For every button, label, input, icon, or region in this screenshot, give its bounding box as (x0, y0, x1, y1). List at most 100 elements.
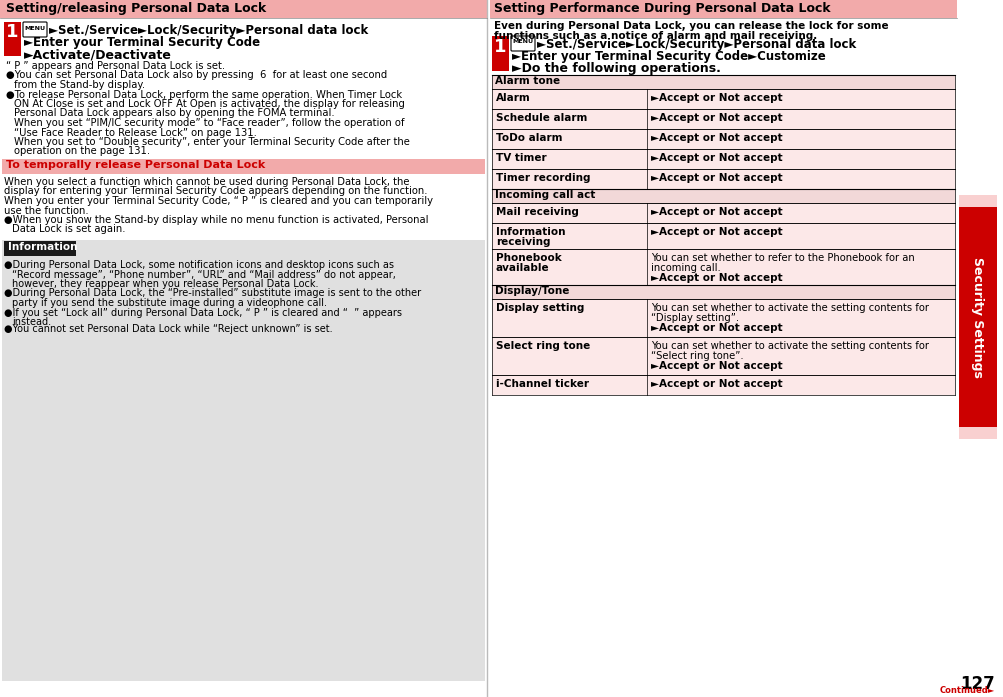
Bar (491, 249, 954, 285)
Text: 1: 1 (6, 23, 18, 41)
Bar (4, 241, 76, 256)
Bar (491, 375, 954, 395)
Text: ►Accept or Not accept: ►Accept or Not accept (650, 93, 782, 103)
Text: ►Accept or Not accept: ►Accept or Not accept (650, 361, 782, 371)
Text: from the Stand-by display.: from the Stand-by display. (14, 80, 145, 90)
Text: Personal Data Lock appears also by opening the FOMA terminal.: Personal Data Lock appears also by openi… (14, 109, 334, 118)
Text: ►Accept or Not accept: ►Accept or Not accept (650, 323, 782, 333)
Text: Alarm tone: Alarm tone (494, 76, 560, 86)
Bar (489, 0, 956, 18)
Text: TV timer: TV timer (495, 153, 546, 163)
Bar (491, 75, 954, 89)
Text: ►Accept or Not accept: ►Accept or Not accept (650, 153, 782, 163)
Bar (491, 223, 954, 249)
Bar (491, 149, 954, 169)
Text: functions such as a notice of alarm and mail receiving.: functions such as a notice of alarm and … (493, 31, 816, 41)
Text: “Select ring tone”.: “Select ring tone”. (650, 351, 743, 361)
Text: ON At Close is set and Lock OFF At Open is activated, the display for releasing: ON At Close is set and Lock OFF At Open … (14, 99, 404, 109)
Bar (958, 195, 996, 207)
Text: 127: 127 (959, 675, 994, 693)
Text: ►Enter your Terminal Security Code: ►Enter your Terminal Security Code (24, 36, 260, 49)
Bar (491, 129, 954, 149)
Bar (2, 240, 484, 681)
Text: Phonebook: Phonebook (495, 253, 562, 263)
Bar (491, 189, 954, 203)
Bar (491, 109, 954, 129)
Bar (491, 337, 954, 375)
Bar (2, 159, 484, 174)
Text: ●You can set Personal Data Lock also by pressing  6  for at least one second: ●You can set Personal Data Lock also by … (6, 70, 387, 80)
Text: Incoming call act: Incoming call act (494, 190, 595, 200)
Bar (491, 285, 954, 299)
Bar (491, 89, 954, 109)
Text: You can set whether to activate the setting contents for: You can set whether to activate the sett… (650, 303, 928, 313)
Text: Information: Information (495, 227, 565, 237)
Text: Display setting: Display setting (495, 303, 584, 313)
Text: available: available (495, 263, 549, 273)
Text: ►Activate/Deactivate: ►Activate/Deactivate (24, 48, 172, 61)
Text: Mail receiving: Mail receiving (495, 207, 579, 217)
Text: ►Accept or Not accept: ►Accept or Not accept (650, 173, 782, 183)
Text: Even during Personal Data Lock, you can release the lock for some: Even during Personal Data Lock, you can … (493, 21, 888, 31)
Text: ►Accept or Not accept: ►Accept or Not accept (650, 227, 782, 237)
Bar (491, 203, 954, 223)
Text: Timer recording: Timer recording (495, 173, 590, 183)
Text: MENU: MENU (512, 39, 533, 44)
Text: When you select a function which cannot be used during Personal Data Lock, the: When you select a function which cannot … (4, 177, 409, 187)
Text: “Use Face Reader to Release Lock” on page 131.: “Use Face Reader to Release Lock” on pag… (14, 128, 257, 137)
Text: i-Channel ticker: i-Channel ticker (495, 379, 589, 389)
FancyBboxPatch shape (23, 22, 47, 37)
Text: Alarm: Alarm (495, 93, 531, 103)
Text: ►Enter your Terminal Security Code►Customize: ►Enter your Terminal Security Code►Custo… (512, 50, 824, 63)
Text: ►Accept or Not accept: ►Accept or Not accept (650, 273, 782, 283)
Text: You can set whether to refer to the Phonebook for an: You can set whether to refer to the Phon… (650, 253, 914, 263)
Text: “ P ” appears and Personal Data Lock is set.: “ P ” appears and Personal Data Lock is … (6, 61, 225, 71)
FancyBboxPatch shape (511, 36, 535, 51)
Text: incoming call.: incoming call. (650, 263, 720, 273)
Text: 1: 1 (493, 38, 506, 56)
Text: ●During Personal Data Lock, some notification icons and desktop icons such as: ●During Personal Data Lock, some notific… (4, 260, 393, 270)
Text: “Record message”, “Phone number”, “URL” and “Mail address” do not appear,: “Record message”, “Phone number”, “URL” … (12, 270, 395, 279)
Text: ●To release Personal Data Lock, perform the same operation. When Timer Lock: ●To release Personal Data Lock, perform … (6, 89, 402, 100)
Text: Data Lock is set again.: Data Lock is set again. (12, 224, 125, 234)
Text: You can set whether to activate the setting contents for: You can set whether to activate the sett… (650, 341, 928, 351)
Text: Setting/releasing Personal Data Lock: Setting/releasing Personal Data Lock (6, 2, 266, 15)
Text: ●When you show the Stand-by display while no menu function is activated, Persona: ●When you show the Stand-by display whil… (4, 215, 428, 225)
Text: ●During Personal Data Lock, the “Pre-installed” substitute image is sent to the : ●During Personal Data Lock, the “Pre-ins… (4, 289, 420, 298)
Text: When you enter your Terminal Security Code, “ P ” is cleared and you can tempora: When you enter your Terminal Security Co… (4, 196, 432, 206)
Text: Select ring tone: Select ring tone (495, 341, 590, 351)
Bar (491, 299, 954, 337)
Text: ●You cannot set Personal Data Lock while “Reject unknown” is set.: ●You cannot set Personal Data Lock while… (4, 325, 332, 335)
Text: ►Set./Service►Lock/Security►Personal data lock: ►Set./Service►Lock/Security►Personal dat… (537, 38, 856, 51)
Bar (958, 427, 996, 439)
Text: ●If you set “Lock all” during Personal Data Lock, “ P ” is cleared and “  ” appe: ●If you set “Lock all” during Personal D… (4, 307, 401, 318)
Bar (491, 36, 509, 71)
Text: receiving: receiving (495, 237, 550, 247)
Text: ►Accept or Not accept: ►Accept or Not accept (650, 113, 782, 123)
Text: When you set to “Double security”, enter your Terminal Security Code after the: When you set to “Double security”, enter… (14, 137, 409, 147)
Text: ►Do the following operations.: ►Do the following operations. (512, 62, 720, 75)
Text: display for entering your Terminal Security Code appears depending on the functi: display for entering your Terminal Secur… (4, 187, 427, 197)
Text: Information: Information (8, 242, 77, 252)
Bar (4, 22, 21, 56)
Bar (491, 169, 954, 189)
Text: Display/Tone: Display/Tone (494, 286, 569, 296)
Text: ►Accept or Not accept: ►Accept or Not accept (650, 379, 782, 389)
Text: operation on the page 131.: operation on the page 131. (14, 146, 150, 157)
Text: instead.: instead. (12, 317, 51, 327)
Text: Schedule alarm: Schedule alarm (495, 113, 587, 123)
Bar (0, 0, 486, 18)
Text: however, they reappear when you release Personal Data Lock.: however, they reappear when you release … (12, 279, 318, 289)
Text: ►Set./Service►Lock/Security►Personal data lock: ►Set./Service►Lock/Security►Personal dat… (49, 24, 368, 37)
Text: Setting Performance During Personal Data Lock: Setting Performance During Personal Data… (493, 2, 829, 15)
Text: Security Settings: Security Settings (971, 256, 984, 378)
Text: Continued►: Continued► (939, 686, 994, 695)
Text: MENU: MENU (24, 26, 45, 31)
Text: party if you send the substitute image during a videophone call.: party if you send the substitute image d… (12, 298, 327, 308)
Text: use the function.: use the function. (4, 206, 88, 215)
Text: ►Accept or Not accept: ►Accept or Not accept (650, 133, 782, 143)
Bar (958, 207, 996, 427)
Text: “Display setting”.: “Display setting”. (650, 313, 738, 323)
Text: ToDo alarm: ToDo alarm (495, 133, 562, 143)
Text: When you set “PIM/IC security mode” to “Face reader”, follow the operation of: When you set “PIM/IC security mode” to “… (14, 118, 404, 128)
